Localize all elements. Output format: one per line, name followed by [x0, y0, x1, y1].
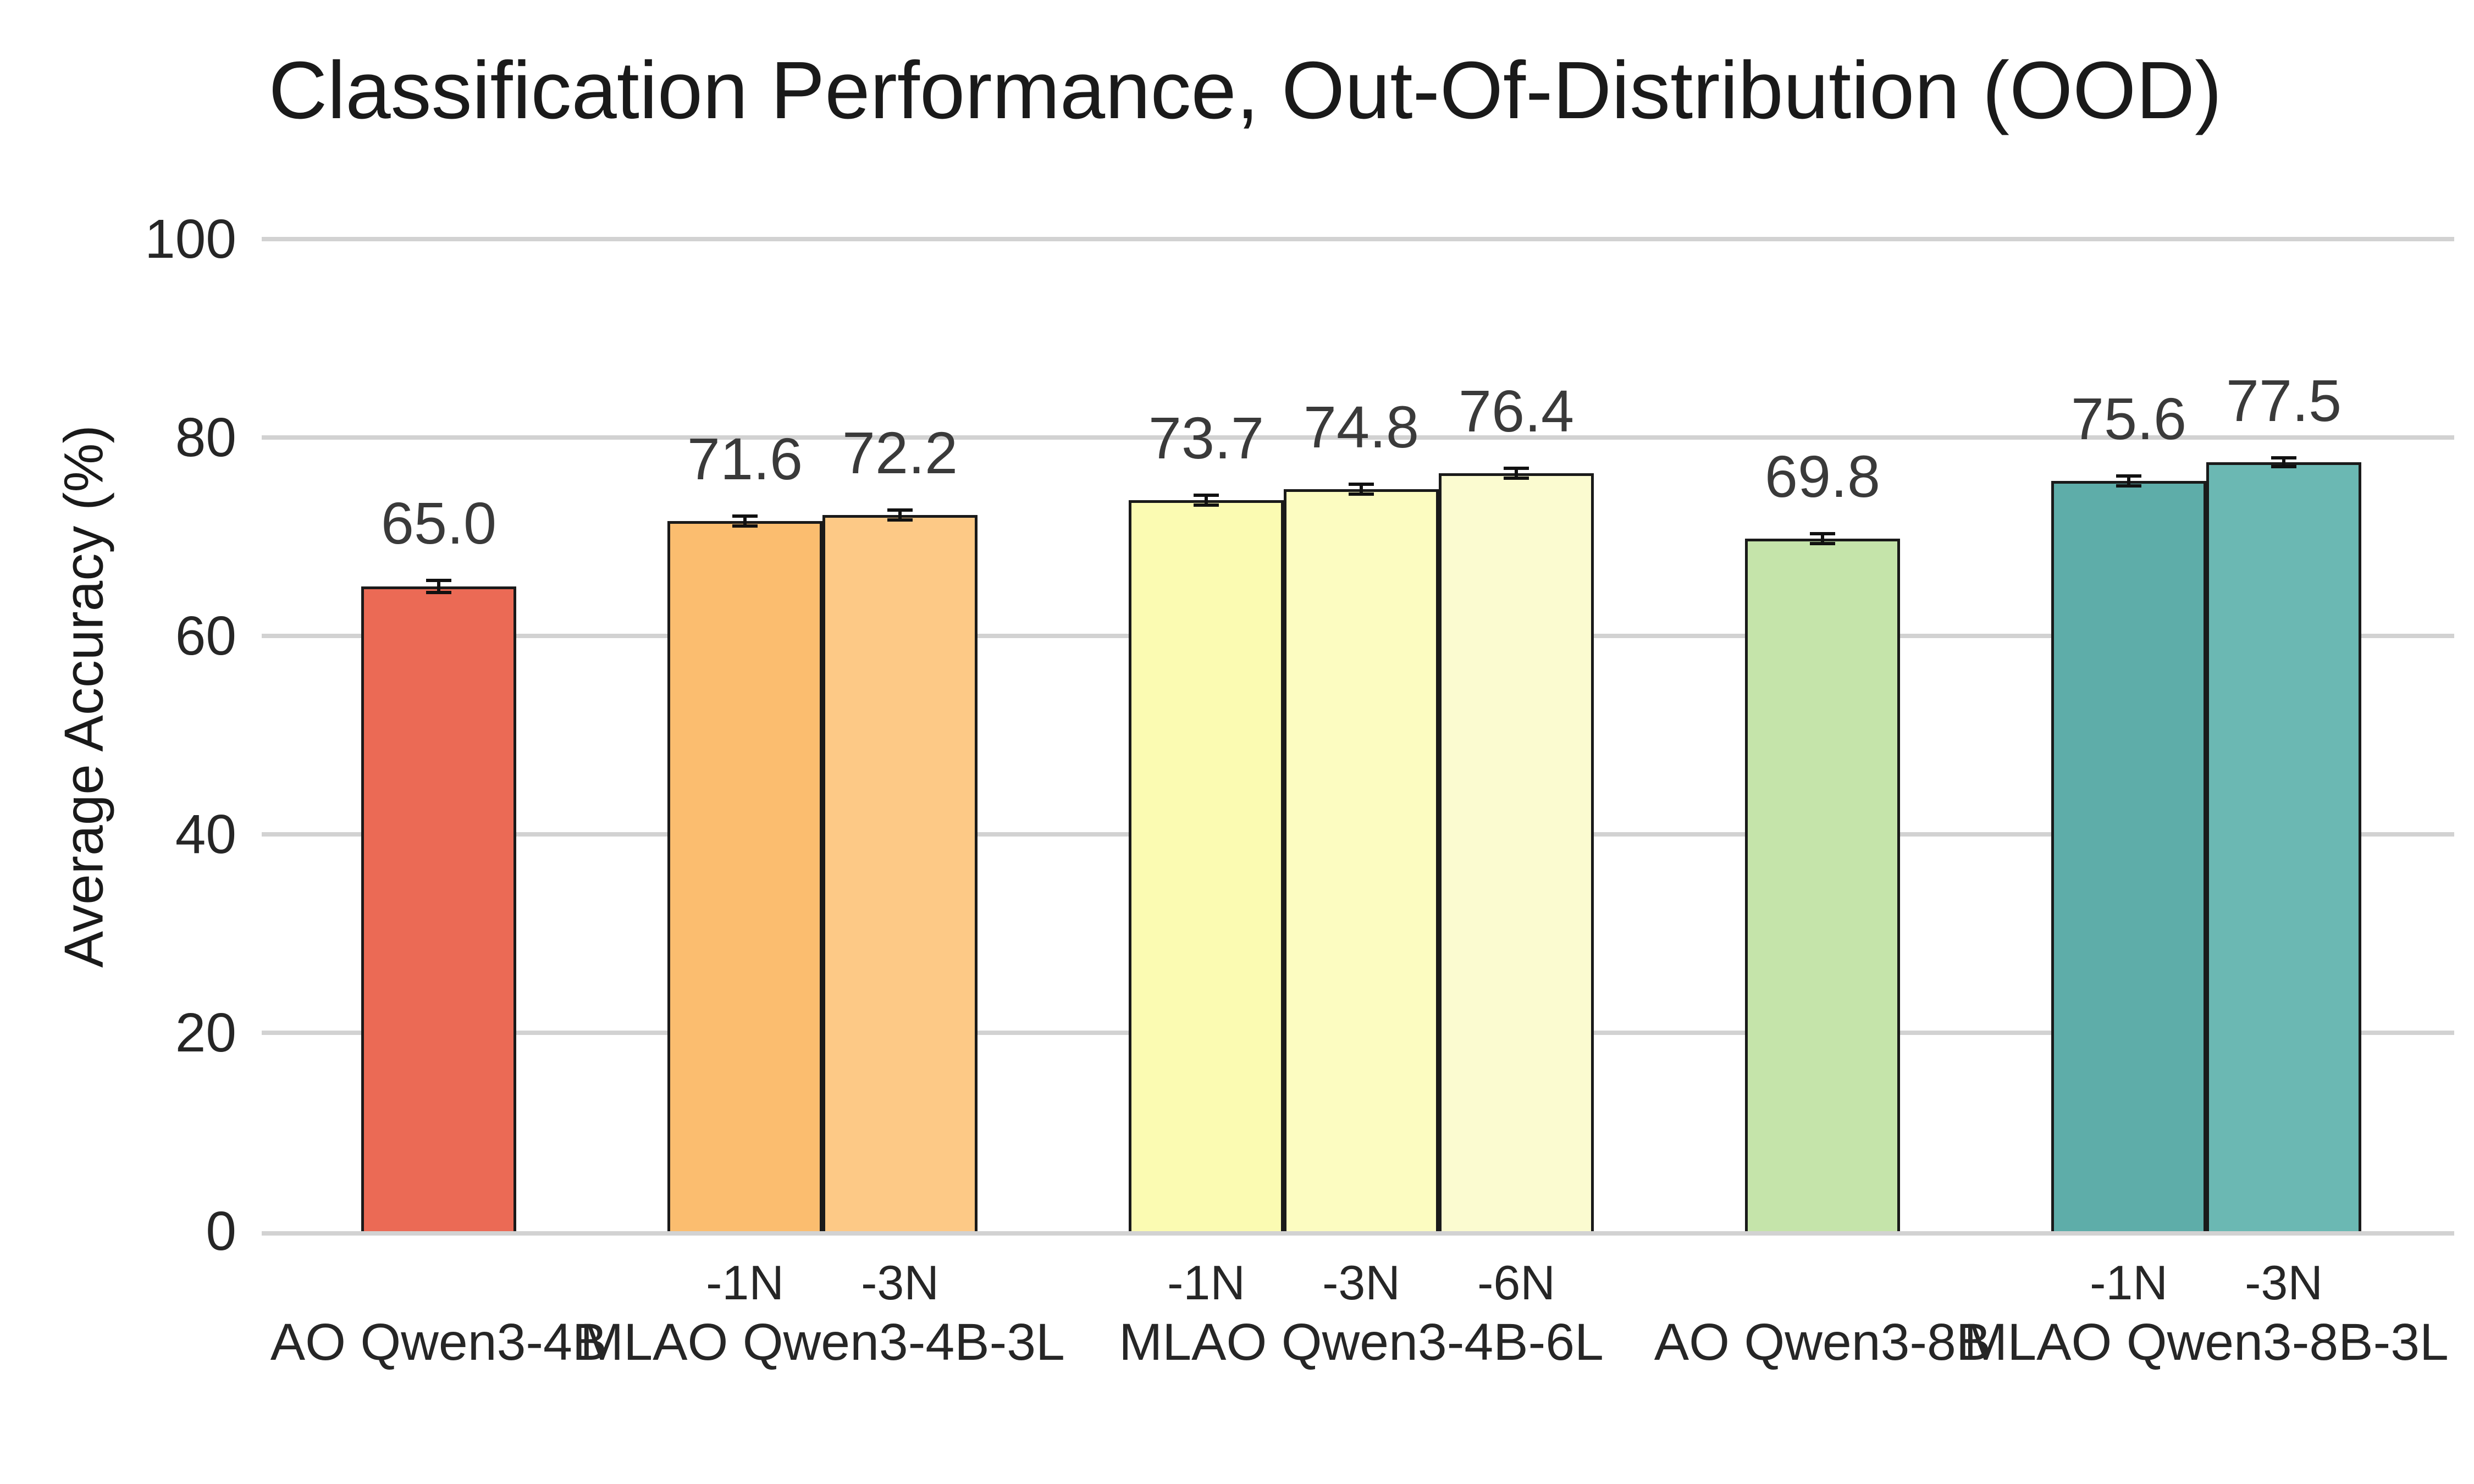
bar-value-label: 65.0 [380, 489, 497, 556]
error-bar-cap-top [2271, 456, 2296, 460]
bar [1745, 539, 1900, 1231]
bar-value-label: 72.2 [842, 419, 958, 486]
error-bar [2127, 476, 2130, 486]
error-bar-cap-bottom [1349, 492, 1374, 496]
error-bar [1360, 484, 1363, 494]
error-bar-cap-bottom [2271, 465, 2296, 469]
error-bar-cap-bottom [1194, 503, 1219, 507]
bar [667, 520, 822, 1231]
error-bar-cap-top [2116, 474, 2141, 478]
gridline-y-100 [262, 237, 2454, 241]
chart-title: Classification Performance, Out-Of-Distr… [268, 45, 2222, 136]
error-bar-cap-top [1504, 466, 1529, 470]
gridline-y-80 [262, 435, 2454, 440]
error-bar-cap-bottom [1504, 477, 1529, 480]
error-bar-cap-bottom [2116, 484, 2141, 488]
error-bar-cap-top [426, 578, 451, 582]
error-bar-cap-top [732, 514, 758, 518]
error-bar [437, 580, 440, 593]
error-bar-cap-top [887, 508, 913, 512]
bar [1284, 489, 1439, 1231]
bar-value-label: 74.8 [1303, 393, 1420, 460]
x-group-label: MLAO Qwen3-8B-3L [1964, 1313, 2449, 1371]
error-bar [1205, 495, 1208, 505]
x-group-label: MLAO Qwen3-4B-6L [1119, 1313, 1604, 1371]
bar-value-label: 71.6 [687, 425, 803, 492]
y-tick-label: 60 [175, 605, 236, 667]
x-tick-label: -3N [1322, 1255, 1400, 1310]
bar-value-label: 77.5 [2226, 367, 2342, 434]
bar [2206, 462, 2361, 1231]
error-bar [743, 516, 747, 526]
x-group-label: AO Qwen3-4B [270, 1313, 608, 1371]
x-tick-label: -3N [861, 1255, 939, 1310]
x-tick-label: -1N [1167, 1255, 1245, 1310]
error-bar-cap-top [1349, 482, 1374, 486]
bar [1439, 473, 1594, 1231]
error-bar-cap-bottom [426, 590, 451, 594]
y-tick-label: 40 [175, 804, 236, 865]
error-bar-cap-bottom [732, 524, 758, 528]
error-bar-cap-top [1810, 532, 1835, 536]
x-group-label: AO Qwen3-8B [1654, 1313, 1991, 1371]
error-bar [898, 510, 902, 520]
y-tick-label: 20 [175, 1002, 236, 1064]
bar-value-label: 76.4 [1458, 377, 1575, 444]
y-tick-label: 80 [175, 407, 236, 468]
error-bar-cap-bottom [1810, 542, 1835, 546]
y-tick-label: 100 [145, 208, 236, 270]
x-tick-label: -3N [2245, 1255, 2323, 1310]
bar-value-label: 69.8 [1764, 443, 1881, 510]
error-bar [1515, 468, 1518, 478]
error-bar [1821, 534, 1824, 544]
x-tick-label: -6N [1477, 1255, 1555, 1310]
gridline-y-0 [262, 1231, 2454, 1236]
x-tick-label: -1N [706, 1255, 784, 1310]
y-tick-label: 0 [206, 1200, 236, 1262]
error-bar [2282, 458, 2285, 467]
x-tick-label: -1N [2090, 1255, 2168, 1310]
bar-value-label: 73.7 [1148, 404, 1264, 471]
bar-value-label: 75.6 [2070, 385, 2187, 452]
error-bar-cap-bottom [887, 518, 913, 522]
error-bar-cap-top [1194, 493, 1219, 497]
x-group-label: MLAO Qwen3-4B-3L [580, 1313, 1065, 1371]
bar [1129, 500, 1284, 1231]
bar [2051, 481, 2206, 1231]
bar [822, 514, 978, 1231]
bar [361, 586, 516, 1231]
